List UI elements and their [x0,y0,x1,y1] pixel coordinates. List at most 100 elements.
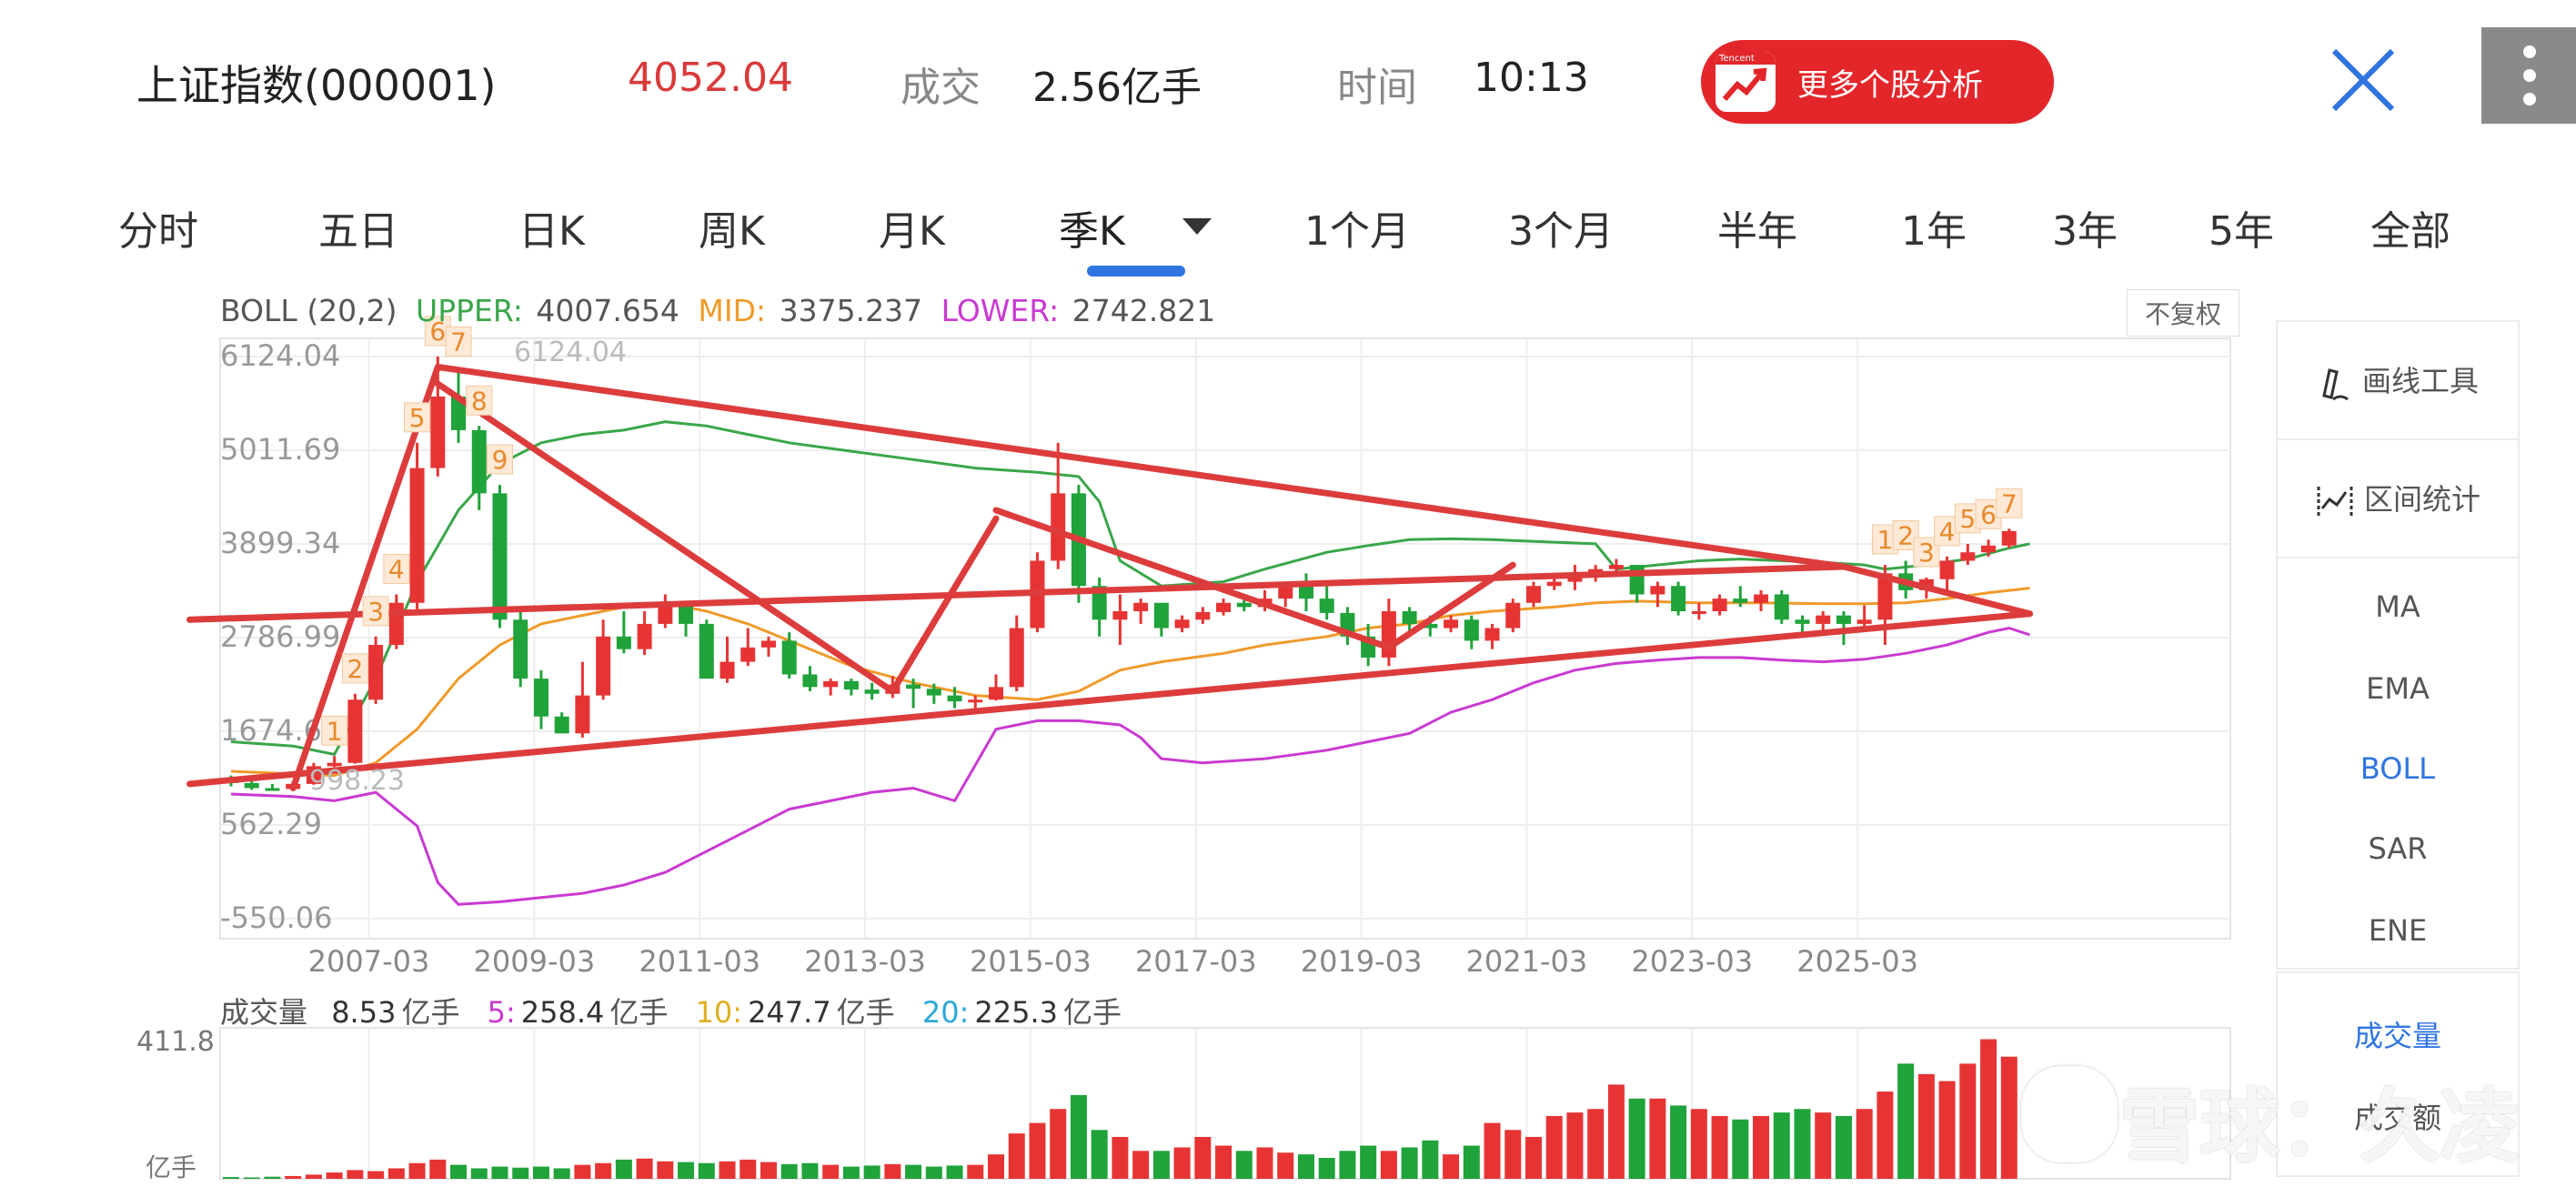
count-label: 7 [450,327,467,357]
candle-body [1671,586,1686,612]
more-menu-icon[interactable] [2481,27,2576,124]
volume-bar [264,1176,281,1179]
count-label: 7 [2001,488,2018,518]
volume-bar [1173,1147,1191,1179]
volume-bar [1732,1119,1749,1179]
candle-body [1857,619,1872,624]
volume-ma10-value: 247.7 [748,995,831,1030]
range-stats-button[interactable]: 区间统计 [2278,477,2518,519]
volume-bar [1112,1136,1129,1179]
tab-3-years[interactable]: 3年 [2052,208,2118,255]
indicator-boll[interactable]: BOLL [2360,751,2436,786]
candle-body [1174,619,1190,629]
min-price-label: 998.23 [309,765,405,797]
tab-all[interactable]: 全部 [2370,208,2450,255]
candle-body [1960,552,1976,561]
volume-bar [1091,1130,1108,1179]
draw-tool-button[interactable]: 画线工具 [2278,358,2518,403]
candle-body [1153,602,1169,629]
candle-body [1939,560,1955,579]
volume-bar [1463,1145,1480,1179]
count-label-box [466,385,493,416]
candle-body [1133,602,1149,612]
indicator-ma[interactable]: MA [2375,589,2420,624]
volume-axis-unit: 亿手 [146,1152,197,1182]
range-chart-icon [2317,487,2353,516]
volume-bar [1050,1109,1067,1179]
volume-bar [1132,1151,1150,1179]
tab-5-years[interactable]: 5年 [2209,208,2274,255]
tab-daily-k[interactable]: 日K [518,208,585,255]
tab-weekly-k[interactable]: 周K [699,208,765,255]
candle-body [368,645,384,700]
candle-body [1484,628,1500,641]
candle-body [596,636,611,696]
volume-bars [223,1039,2018,1179]
volume-bar [719,1161,736,1179]
count-label: 1 [1877,525,1893,555]
tab-3-months[interactable]: 3个月 [1508,208,1614,255]
candle-body [658,602,673,624]
volume-ma20-value: 225.3 [974,995,1058,1030]
adjustment-toggle[interactable]: 不复权 [2127,289,2239,337]
indicator-sar[interactable]: SAR [2368,831,2428,866]
volume-ma5-label: 5: [487,995,516,1030]
tencent-chart-icon: Tencent [1716,52,1776,112]
candle-body [327,762,342,767]
boll-name: BOLL [220,293,297,328]
volume-bar [595,1162,612,1179]
volume-bar [1194,1136,1212,1179]
y-tick-label: 2786.99 [220,619,340,654]
candle-body [1795,619,1810,624]
boll-upper-value: 4007.654 [536,293,679,328]
sub-indicator-volume[interactable]: 成交量 [2353,1019,2441,1053]
volume-bar [822,1164,840,1179]
indicator-ema[interactable]: EMA [2366,671,2430,706]
indicator-ene[interactable]: ENE [2368,913,2428,948]
volume-bar [1070,1094,1087,1179]
time-label: 时间 [1337,65,1417,111]
candle-body [1546,581,1562,587]
tab-quarterly-k[interactable]: 季K [1059,208,1125,255]
more-analysis-button[interactable]: Tencent 更多个股分析 [1701,40,2054,124]
volume-bar [905,1164,922,1179]
tab-half-year[interactable]: 半年 [1717,208,1797,255]
volume-bar [1235,1151,1253,1179]
volume-legend-unit: 亿手 [401,995,460,1030]
more-analysis-label: 更多个股分析 [1797,66,1983,104]
volume-bar [678,1162,695,1179]
volume-bar [532,1166,549,1179]
volume-bar [470,1168,488,1179]
x-axis-ticks: 2007-03 2009-03 2011-03 2013-03 2015-03 2017-… [308,944,1918,979]
tab-1-year[interactable]: 1年 [1901,208,1967,255]
candle-body [1319,598,1334,613]
volume-bar [1815,1112,1832,1179]
volume-legend-value: 8.53 [331,995,397,1030]
volume-bar [1607,1084,1625,1179]
volume-bar [1980,1039,1997,1179]
tab-1-month[interactable]: 1个月 [1304,208,1410,255]
volume-bar [1401,1147,1418,1179]
period-tabs: 分时 五日 日K 周K 月K 季K 1个月 3个月 半年 1年 3年 5年 全部 [0,182,2576,277]
candle-body [430,396,446,468]
tab-wuri[interactable]: 五日 [318,208,398,255]
count-label: 4 [1939,517,1956,547]
chevron-down-icon[interactable] [1182,218,1212,235]
volume-bar [967,1164,984,1179]
boll-mid-label: MID: [698,293,767,328]
y-axis-ticks: 6124.045011.693899.342786.991674.64562.2… [220,338,340,935]
count-label: 5 [1959,504,1976,534]
candle-body [1525,586,1541,603]
tab-monthly-k[interactable]: 月K [879,208,945,255]
draw-tool-label: 画线工具 [2361,364,2479,398]
candle-body [1464,619,1479,641]
boll-lower-value: 2742.821 [1072,293,1216,328]
trendline [434,363,1847,570]
boll-legend: BOLL (20,2) UPPER: 4007.654 MID: 3375.23… [220,293,1224,328]
tab-fenshi[interactable]: 分时 [118,208,198,255]
sub-indicator-turnover[interactable]: 成交额 [2353,1101,2441,1135]
close-icon[interactable] [2329,45,2398,115]
x-tick-label: 2021-03 [1466,944,1588,979]
